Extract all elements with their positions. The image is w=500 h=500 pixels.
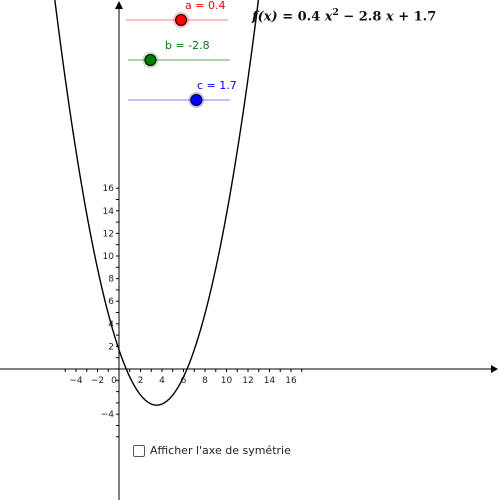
formula-equals: =	[282, 9, 294, 25]
slider-c-label: c = 1.7	[197, 79, 237, 92]
tick-marks	[64, 187, 303, 438]
symmetry-axis-checkbox[interactable]	[133, 444, 145, 457]
symmetry-axis-checkbox-row[interactable]: Afficher l'axe de symétrie	[133, 444, 291, 457]
y-tick-label: 16	[103, 184, 115, 194]
y-tick-label: 6	[108, 297, 114, 307]
slider-b-handle[interactable]	[144, 54, 157, 66]
x-axis-arrow-icon	[491, 365, 498, 373]
x-tick-label: 6	[181, 376, 187, 386]
slider-a-handle[interactable]	[175, 14, 188, 26]
x-tick-label: 10	[221, 376, 233, 386]
y-tick-label: 14	[103, 207, 115, 217]
slider-a[interactable]	[126, 12, 228, 28]
formula-a: 0.4	[297, 9, 321, 25]
y-tick-label: 12	[103, 229, 114, 239]
formula-c-term: + 1.7	[398, 9, 437, 25]
formula-b-term: − 2.8	[343, 9, 382, 25]
y-tick-label: 10	[103, 252, 115, 262]
x-tick-label: 12	[242, 376, 253, 386]
formula-x-linear: x	[385, 9, 394, 25]
slider-c-handle[interactable]	[190, 94, 203, 106]
x-tick-label: −4	[69, 376, 83, 386]
slider-b[interactable]	[128, 52, 230, 68]
y-tick-label: 2	[108, 342, 114, 352]
formula-power: 2	[332, 8, 339, 18]
x-tick-label: −2	[91, 376, 104, 386]
x-tick-label: 8	[202, 376, 208, 386]
x-tick-label: 14	[264, 376, 276, 386]
function-graph-f[interactable]	[49, 0, 264, 406]
function-formula: f(x) = 0.4 x2 − 2.8 x + 1.7	[252, 8, 436, 24]
x-tick-label: 2	[138, 376, 144, 386]
y-tick-label: −4	[101, 410, 115, 420]
symmetry-axis-label: Afficher l'axe de symétrie	[150, 444, 291, 457]
y-axis-arrow-icon	[115, 1, 123, 9]
x-tick-label: 4	[159, 376, 165, 386]
formula-lhs: f(x)	[252, 9, 278, 25]
slider-c[interactable]	[128, 92, 230, 108]
x-tick-label: 16	[285, 376, 297, 386]
slider-a-label: a = 0.4	[185, 0, 226, 12]
sliders[interactable]	[126, 12, 230, 108]
formula-x-squared: x	[324, 9, 333, 25]
slider-b-label: b = -2.8	[165, 39, 210, 52]
y-tick-label: 8	[108, 275, 114, 285]
x-tick-label: 0	[111, 376, 117, 386]
